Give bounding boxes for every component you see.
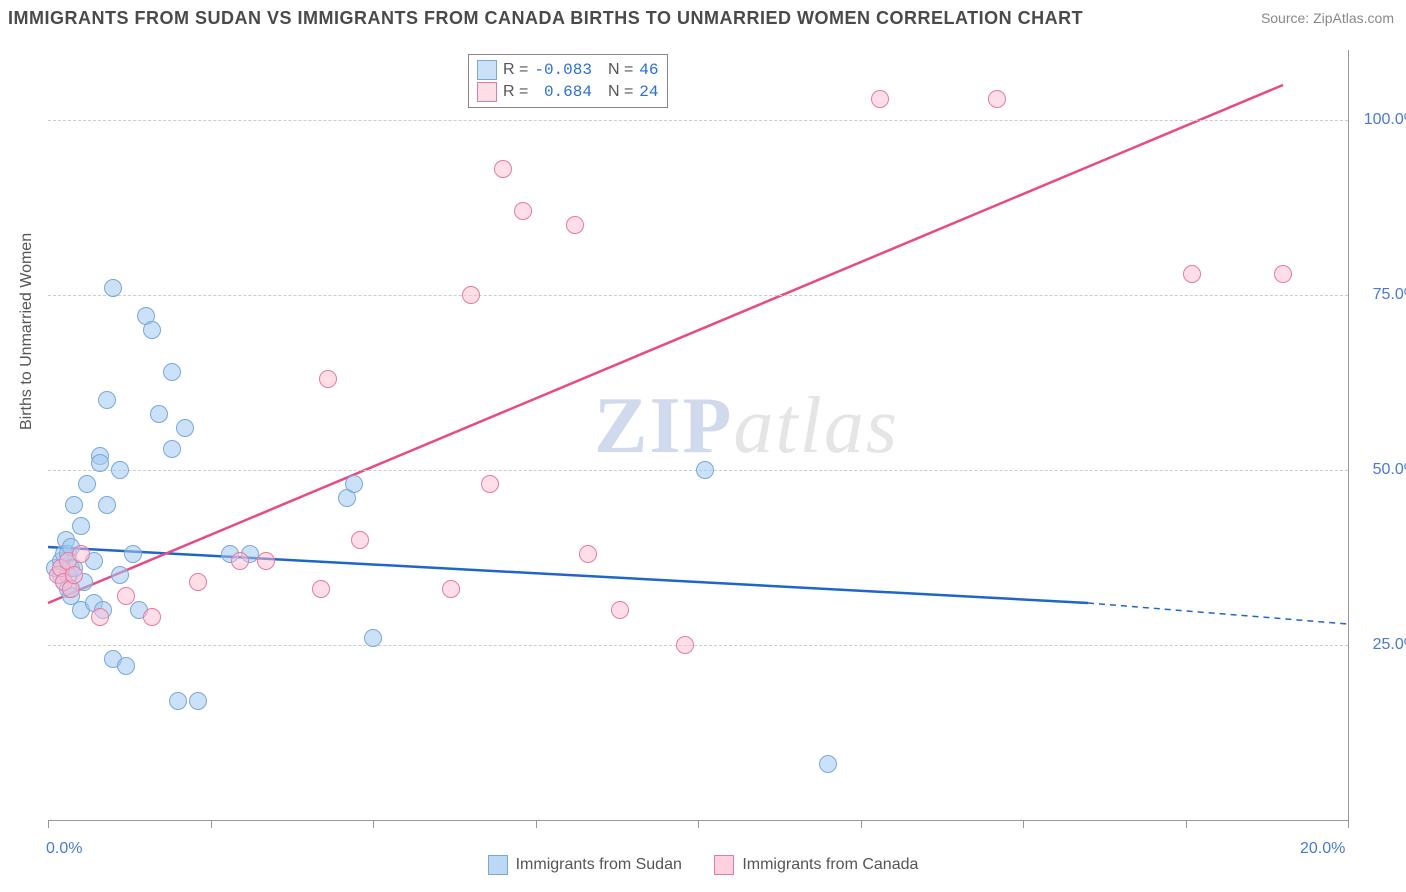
swatch-sudan [488, 855, 508, 875]
x-tick [1186, 820, 1187, 828]
data-point-canada [1183, 265, 1201, 283]
data-point-canada [676, 636, 694, 654]
data-point-canada [72, 545, 90, 563]
stat-r-value: -0.083 [534, 59, 592, 81]
legend-item-canada: Immigrants from Canada [714, 855, 918, 875]
data-point-canada [462, 286, 480, 304]
data-point-canada [143, 608, 161, 626]
y-tick-label: 25.0% [1358, 636, 1406, 654]
x-tick [1348, 820, 1349, 828]
data-point-sudan [78, 475, 96, 493]
data-point-sudan [143, 321, 161, 339]
data-point-canada [481, 475, 499, 493]
legend-bottom: Immigrants from Sudan Immigrants from Ca… [0, 855, 1406, 880]
data-point-sudan [163, 363, 181, 381]
data-point-sudan [124, 545, 142, 563]
data-point-sudan [98, 496, 116, 514]
stat-r-value: 0.684 [534, 81, 592, 103]
data-point-sudan [696, 461, 714, 479]
legend-label-sudan: Immigrants from Sudan [516, 856, 682, 874]
data-point-sudan [189, 692, 207, 710]
data-point-canada [494, 160, 512, 178]
data-point-sudan [163, 440, 181, 458]
swatch-canada [714, 855, 734, 875]
stat-n-value: 46 [639, 59, 658, 81]
stats-row-canada: R = 0.684 N = 24 [477, 81, 659, 103]
stat-r-label: R = [503, 81, 528, 103]
plot-svg [48, 50, 1348, 820]
legend-label-canada: Immigrants from Canada [742, 856, 918, 874]
trend-line [48, 85, 1283, 603]
data-point-canada [566, 216, 584, 234]
data-point-canada [514, 202, 532, 220]
data-point-sudan [91, 454, 109, 472]
data-point-sudan [65, 496, 83, 514]
stat-r-label: R = [503, 59, 528, 81]
stat-n-label: N = [608, 59, 633, 81]
swatch-sudan [477, 60, 497, 80]
x-tick [861, 820, 862, 828]
data-point-canada [1274, 265, 1292, 283]
x-tick [698, 820, 699, 828]
data-point-sudan [117, 657, 135, 675]
stats-box: R = -0.083 N = 46 R = 0.684 N = 24 [468, 54, 668, 108]
data-point-sudan [104, 279, 122, 297]
data-point-canada [351, 531, 369, 549]
data-point-sudan [150, 405, 168, 423]
source-label: Source: ZipAtlas.com [1261, 10, 1394, 26]
data-point-canada [91, 608, 109, 626]
gridline [48, 120, 1348, 121]
data-point-sudan [176, 419, 194, 437]
data-point-canada [257, 552, 275, 570]
y-tick-label: 75.0% [1358, 286, 1406, 304]
data-point-canada [189, 573, 207, 591]
page-title: IMMIGRANTS FROM SUDAN VS IMMIGRANTS FROM… [8, 8, 1083, 29]
stats-row-sudan: R = -0.083 N = 46 [477, 59, 659, 81]
x-tick [48, 820, 49, 828]
data-point-sudan [345, 475, 363, 493]
data-point-sudan [364, 629, 382, 647]
data-point-sudan [72, 517, 90, 535]
data-point-sudan [111, 566, 129, 584]
data-point-canada [65, 566, 83, 584]
swatch-canada [477, 82, 497, 102]
data-point-canada [988, 90, 1006, 108]
data-point-canada [319, 370, 337, 388]
y-axis-label: Births to Unmarried Women [18, 233, 36, 430]
data-point-sudan [819, 755, 837, 773]
data-point-canada [312, 580, 330, 598]
data-point-canada [442, 580, 460, 598]
gridline [48, 295, 1348, 296]
trend-line [1088, 603, 1348, 624]
data-point-canada [871, 90, 889, 108]
x-tick [211, 820, 212, 828]
stat-n-label: N = [608, 81, 633, 103]
x-tick [536, 820, 537, 828]
scatter-plot: 25.0%50.0%75.0%100.0%0.0%20.0%ZIPatlasR … [48, 50, 1349, 821]
data-point-sudan [98, 391, 116, 409]
data-point-canada [117, 587, 135, 605]
stat-n-value: 24 [639, 81, 658, 103]
y-tick-label: 50.0% [1358, 461, 1406, 479]
y-tick-label: 100.0% [1358, 111, 1406, 129]
data-point-sudan [169, 692, 187, 710]
gridline [48, 645, 1348, 646]
x-tick [373, 820, 374, 828]
legend-item-sudan: Immigrants from Sudan [488, 855, 682, 875]
x-tick [1023, 820, 1024, 828]
data-point-canada [231, 552, 249, 570]
data-point-canada [611, 601, 629, 619]
data-point-canada [579, 545, 597, 563]
data-point-sudan [111, 461, 129, 479]
